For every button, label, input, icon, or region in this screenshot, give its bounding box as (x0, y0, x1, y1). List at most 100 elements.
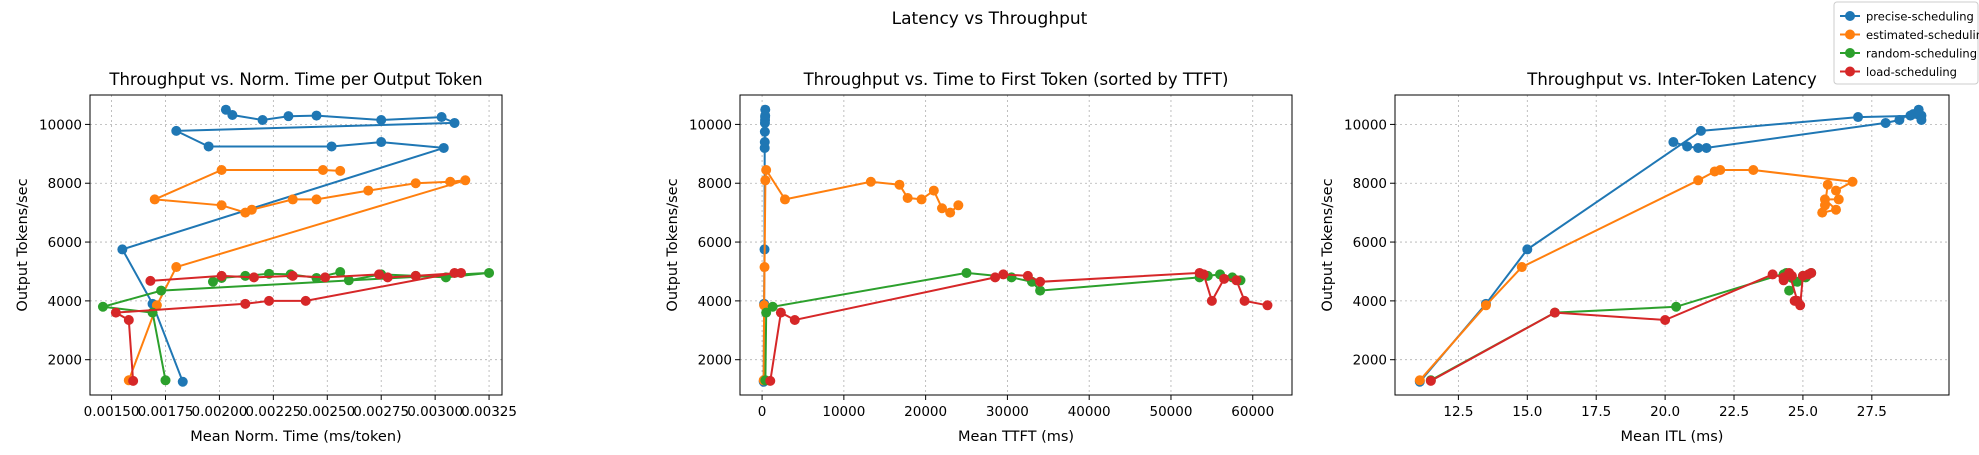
data-point (382, 272, 393, 283)
series-precise-scheduling (117, 104, 460, 387)
legend-marker (1845, 29, 1855, 40)
data-point (1778, 275, 1789, 286)
legend-entry: random-scheduling (1840, 47, 1977, 61)
y-tick-label: 8000 (698, 176, 732, 192)
y-axis-label: Output Tokens/sec (1320, 178, 1336, 311)
data-point (1767, 269, 1778, 280)
data-point (1847, 176, 1858, 187)
x-tick-label: 0.00275 (353, 404, 409, 420)
x-tick-label: 50000 (1149, 404, 1192, 420)
series-estimated-scheduling (1414, 165, 1858, 386)
data-point (300, 295, 311, 306)
data-point (1549, 307, 1560, 318)
subplot-title: Throughput vs. Norm. Time per Output Tok… (108, 70, 482, 89)
figure-suptitle: Latency vs Throughput (892, 9, 1088, 29)
data-point (1795, 300, 1806, 311)
data-point (953, 200, 964, 211)
series-line (120, 108, 455, 383)
data-point (287, 194, 298, 205)
data-point (1480, 300, 1491, 311)
axes-frame (739, 94, 1293, 396)
data-point (456, 267, 467, 278)
series-line (1430, 271, 1812, 382)
data-point (865, 176, 876, 187)
data-point (156, 285, 167, 296)
data-point (240, 298, 251, 309)
x-tick-label: 20.0 (1650, 404, 1680, 420)
data-point (1784, 285, 1795, 296)
data-point (320, 272, 331, 283)
data-point (264, 295, 275, 306)
x-tick-label: 0.00200 (192, 404, 248, 420)
legend-box (1833, 1, 1979, 85)
data-point (1231, 275, 1242, 286)
data-point (145, 275, 156, 286)
y-tick-label: 10000 (689, 117, 732, 133)
y-tick-label: 4000 (698, 294, 732, 310)
data-point (343, 275, 354, 286)
data-point (1819, 200, 1830, 211)
x-tick-label: 0 (758, 404, 767, 420)
series-precise-scheduling (1414, 104, 1927, 387)
data-point (376, 137, 387, 148)
x-tick-label: 40000 (1068, 404, 1111, 420)
data-point (110, 307, 121, 318)
data-point (335, 165, 346, 176)
data-point (1206, 295, 1217, 306)
data-point (240, 270, 251, 281)
y-tick-label: 2000 (698, 353, 732, 369)
data-point (1784, 267, 1795, 278)
data-point (335, 267, 346, 278)
series-line (769, 271, 1268, 382)
data-point (177, 376, 188, 387)
series-line (127, 169, 466, 381)
data-point (149, 194, 160, 205)
legend-entry: precise-scheduling (1840, 10, 1974, 24)
data-point (1668, 137, 1679, 148)
data-point (410, 270, 421, 281)
y-axis-label: Output Tokens/sec (15, 178, 31, 311)
data-point (484, 267, 495, 278)
data-point (767, 301, 778, 312)
data-point (775, 307, 786, 318)
data-point (1035, 285, 1046, 296)
series-line (764, 271, 1241, 381)
data-point (1693, 175, 1704, 186)
data-point (97, 301, 108, 312)
data-point (789, 315, 800, 325)
subplot-2: 0 10000 20000 30000 40000 50000 60000 2000 4000 6… (665, 70, 1293, 445)
x-tick-label: 17.5 (1581, 404, 1611, 420)
y-tick-label: 4000 (48, 294, 82, 310)
x-axis-label: Mean ITL (ms) (1621, 429, 1724, 445)
y-tick-label: 6000 (48, 235, 82, 251)
data-point (945, 207, 956, 218)
x-tick-label: 10000 (822, 404, 865, 420)
y-tick-label: 10000 (1344, 117, 1387, 133)
x-tick-label: 25.0 (1788, 404, 1818, 420)
subplot-title: Throughput vs. Inter-Token Latency (1526, 70, 1817, 89)
data-point (1894, 115, 1905, 125)
data-point (216, 165, 227, 175)
x-tick-label: 0.00150 (84, 404, 140, 420)
data-point (1880, 117, 1891, 128)
y-tick-label: 4000 (1353, 294, 1387, 310)
data-point (438, 142, 449, 153)
data-point (117, 244, 128, 255)
data-point (1219, 273, 1230, 284)
y-tick-label: 8000 (48, 176, 82, 192)
x-tick-label: 12.5 (1443, 404, 1473, 420)
data-point (123, 315, 134, 325)
data-point (1516, 262, 1527, 273)
series-line (762, 166, 959, 381)
x-tick-label: 15.0 (1512, 404, 1542, 420)
data-point (765, 375, 776, 386)
data-point (1833, 194, 1844, 205)
data-point (1522, 244, 1533, 255)
x-tick-label: 0.00225 (245, 404, 301, 420)
data-point (1239, 295, 1250, 306)
data-point (1414, 375, 1425, 386)
data-point (216, 200, 227, 211)
data-point (759, 137, 770, 148)
x-tick-label: 0.00325 (461, 404, 517, 420)
data-point (1830, 185, 1841, 196)
